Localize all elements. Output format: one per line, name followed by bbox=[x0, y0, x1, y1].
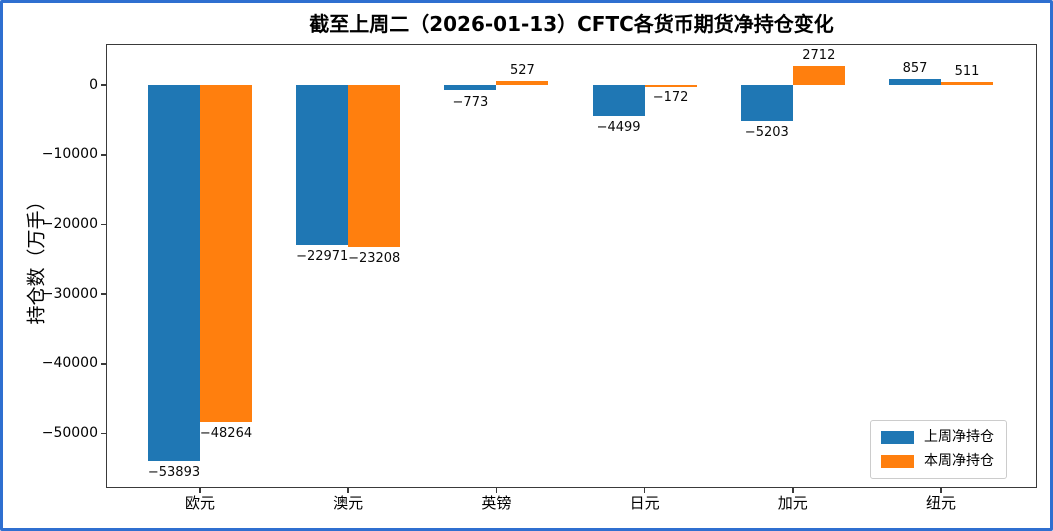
y-tick-mark-1 bbox=[101, 154, 106, 156]
plot-area bbox=[106, 44, 1037, 488]
bar-prev-week-4 bbox=[740, 85, 793, 122]
bar-value-label-this-1: −23208 bbox=[348, 250, 401, 266]
bar-prev-week-2 bbox=[444, 85, 497, 91]
x-tick-mark-4 bbox=[792, 488, 794, 493]
bar-value-label-prev-2: −773 bbox=[452, 94, 489, 110]
bar-value-label-this-5: 511 bbox=[954, 63, 980, 79]
y-tick-label-2: −20000 bbox=[41, 216, 98, 233]
legend-swatch-prev-week bbox=[881, 431, 914, 444]
bar-this-week-4 bbox=[792, 66, 845, 86]
bar-this-week-2 bbox=[496, 81, 549, 86]
y-tick-label-0: 0 bbox=[89, 76, 98, 93]
x-tick-label-2: 英镑 bbox=[481, 494, 512, 512]
y-tick-label-3: −30000 bbox=[41, 285, 98, 302]
bar-prev-week-3 bbox=[592, 85, 645, 117]
y-tick-label-5: −50000 bbox=[41, 425, 98, 442]
chart-title: 截至上周二（2026-01-13）CFTC各货币期货净持仓变化 bbox=[309, 12, 834, 36]
legend-swatch-this-week bbox=[881, 455, 914, 468]
y-tick-label-1: −10000 bbox=[41, 146, 98, 163]
y-tick-mark-0 bbox=[101, 84, 106, 86]
legend-label-prev-week: 上周净持仓 bbox=[924, 429, 994, 445]
bar-value-label-prev-1: −22971 bbox=[296, 249, 349, 265]
bar-this-week-1 bbox=[348, 85, 401, 247]
y-tick-label-4: −40000 bbox=[41, 355, 98, 372]
x-tick-label-3: 日元 bbox=[629, 494, 660, 512]
x-tick-mark-2 bbox=[495, 488, 498, 493]
x-tick-label-4: 加元 bbox=[777, 494, 808, 512]
legend: 上周净持仓 本周净持仓 bbox=[870, 420, 1007, 479]
bar-prev-week-5 bbox=[889, 79, 941, 86]
bar-value-label-prev-0: −53893 bbox=[147, 464, 201, 480]
y-axis-label: 持仓数（万手） bbox=[25, 191, 48, 325]
x-tick-label-5: 纽元 bbox=[925, 494, 957, 512]
y-tick-mark-4 bbox=[101, 363, 106, 365]
bar-value-label-prev-4: −5203 bbox=[744, 125, 789, 141]
x-tick-mark-5 bbox=[940, 488, 942, 493]
bar-value-label-this-4: 2712 bbox=[802, 48, 836, 64]
legend-entry-prev-week: 上周净持仓 bbox=[881, 429, 994, 446]
bar-this-week-5 bbox=[941, 81, 993, 86]
bar-this-week-3 bbox=[644, 85, 697, 87]
bar-prev-week-0 bbox=[148, 85, 200, 461]
bar-value-label-this-2: 527 bbox=[509, 63, 535, 79]
y-tick-mark-5 bbox=[101, 432, 106, 435]
bar-value-label-prev-5: 857 bbox=[902, 61, 928, 77]
bar-value-label-this-3: −172 bbox=[652, 90, 689, 106]
x-tick-mark-3 bbox=[643, 488, 646, 493]
x-tick-mark-0 bbox=[199, 488, 201, 493]
y-tick-mark-3 bbox=[101, 293, 106, 295]
x-tick-label-0: 欧元 bbox=[184, 494, 216, 512]
x-tick-label-1: 澳元 bbox=[333, 494, 364, 512]
bar-value-label-prev-3: −4499 bbox=[596, 120, 641, 136]
x-tick-mark-1 bbox=[347, 488, 349, 493]
y-tick-mark-2 bbox=[101, 223, 106, 226]
bar-value-label-this-0: −48264 bbox=[199, 425, 253, 441]
legend-entry-this-week: 本周净持仓 bbox=[881, 453, 994, 470]
legend-label-this-week: 本周净持仓 bbox=[924, 453, 994, 469]
bar-prev-week-1 bbox=[296, 85, 349, 246]
bar-this-week-0 bbox=[200, 85, 252, 422]
